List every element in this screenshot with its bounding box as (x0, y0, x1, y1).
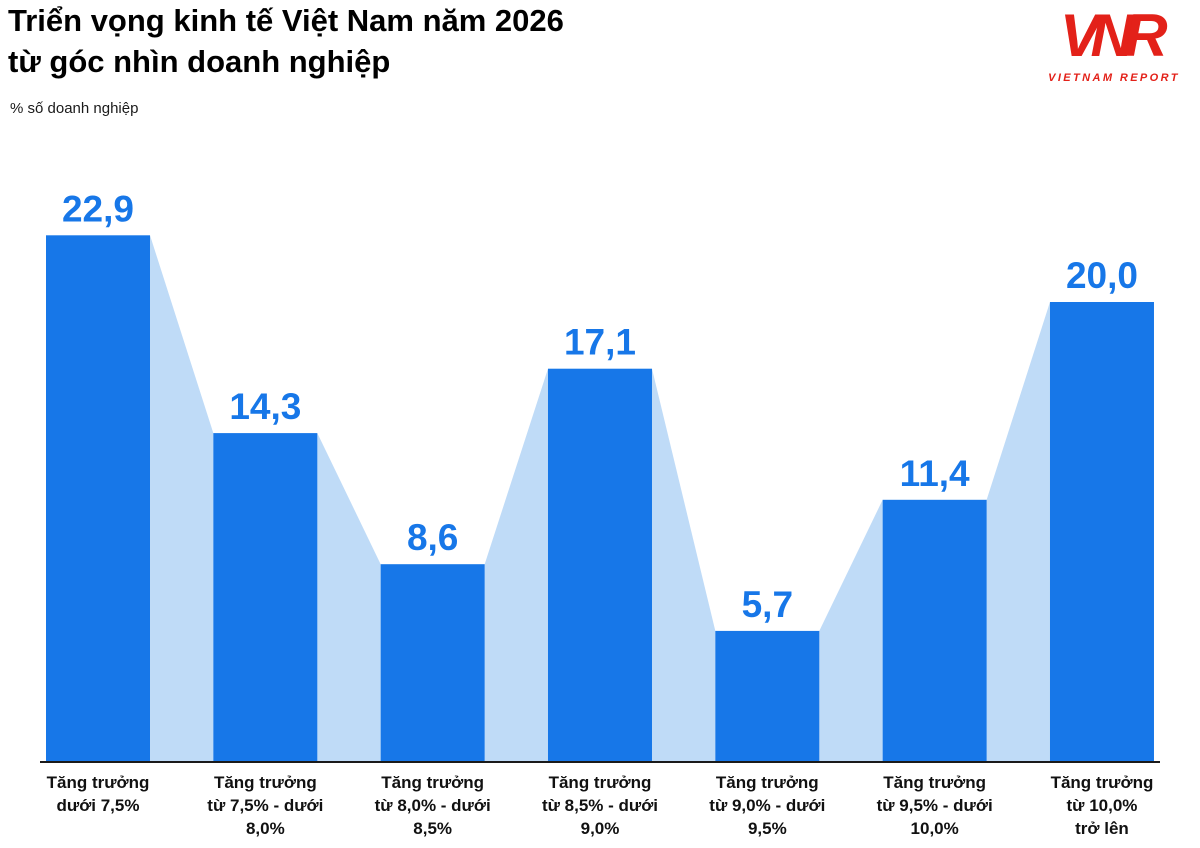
vietnam-report-logo: VNR VIETNAM REPORT (1034, 0, 1194, 84)
category-label-line: 10,0% (910, 819, 959, 838)
category-label-line: dưới 7,5% (56, 796, 140, 815)
bridge-area-3 (651, 368, 716, 762)
value-label-6: 20,0 (1066, 255, 1138, 296)
vnr-logo-icon: VNR (1060, 2, 1167, 69)
category-label-line: 9,0% (580, 819, 620, 838)
x-axis-labels: Tăng trưởng dưới 7,5% Tăng trưởng từ 7,5% -… (0, 771, 1200, 848)
value-label-1: 14,3 (229, 386, 301, 427)
y-axis-unit-label: % số doanh nghiệp (10, 100, 139, 117)
category-label-line: 8,5% (413, 819, 453, 838)
category-label-line: từ 8,0% - dưới (374, 796, 491, 815)
category-label-4: Tăng trưởng từ 9,0% - dưới 9,5% (660, 771, 874, 840)
chart-title-line2: từ góc nhìn doanh nghiệp (8, 44, 391, 79)
category-label-line: từ 7,5% - dưới (207, 796, 324, 815)
category-label-line: 9,5% (747, 819, 787, 838)
bridge-area-4 (819, 499, 883, 762)
category-label-2: Tăng trưởng từ 8,0% - dưới 8,5% (326, 771, 540, 840)
bridge-area-2 (484, 368, 548, 762)
category-label-line: Tăng trưởng (381, 773, 485, 792)
bar-3 (547, 368, 652, 762)
category-label-line: từ 9,0% - dưới (709, 796, 826, 815)
category-label-line: Tăng trưởng (883, 773, 987, 792)
category-label-line: Tăng trưởng (46, 773, 150, 792)
category-label-line: từ 8,5% - dưới (541, 796, 659, 815)
category-label-line: từ 9,5% - dưới (876, 796, 993, 815)
category-label-0: Tăng trưởng dưới 7,5% (0, 771, 205, 817)
value-label-4: 5,7 (742, 584, 793, 625)
vnr-logo-caption: VIETNAM REPORT (1048, 72, 1180, 84)
category-label-line: Tăng trưởng (213, 773, 317, 792)
category-label-line: Tăng trưởng (548, 773, 652, 792)
bar-4 (715, 630, 820, 762)
bar-1 (213, 433, 318, 762)
category-label-1: Tăng trưởng từ 7,5% - dưới 8,0% (158, 771, 372, 840)
category-label-line: từ 10,0% (1066, 796, 1138, 815)
value-label-2: 8,6 (407, 517, 458, 558)
bar-2 (380, 564, 485, 762)
category-label-line: Tăng trưởng (1050, 773, 1154, 792)
category-label-5: Tăng trưởng từ 9,5% - dưới 10,0% (828, 771, 1042, 840)
bar-6 (1049, 302, 1154, 762)
value-label-0: 22,9 (62, 188, 134, 229)
category-label-line: trở lên (1075, 819, 1129, 838)
bridge-area-5 (986, 302, 1050, 762)
bridge-area-0 (150, 235, 214, 763)
chart-title: Triển vọng kinh tế Việt Nam năm 2026 từ … (8, 0, 564, 82)
category-label-line: Tăng trưởng (715, 773, 819, 792)
bar-5 (882, 499, 987, 762)
bar-0 (46, 235, 150, 763)
category-label-6: Tăng trưởng từ 10,0% trở lên (995, 771, 1200, 840)
value-label-5: 11,4 (900, 453, 970, 494)
bridge-area-1 (317, 433, 381, 762)
chart-title-line1: Triển vọng kinh tế Việt Nam năm 2026 (8, 3, 564, 38)
value-label-3: 17,1 (564, 322, 636, 363)
category-label-3: Tăng trưởng từ 8,5% - dưới 9,0% (493, 771, 707, 840)
category-label-line: 8,0% (245, 819, 285, 838)
